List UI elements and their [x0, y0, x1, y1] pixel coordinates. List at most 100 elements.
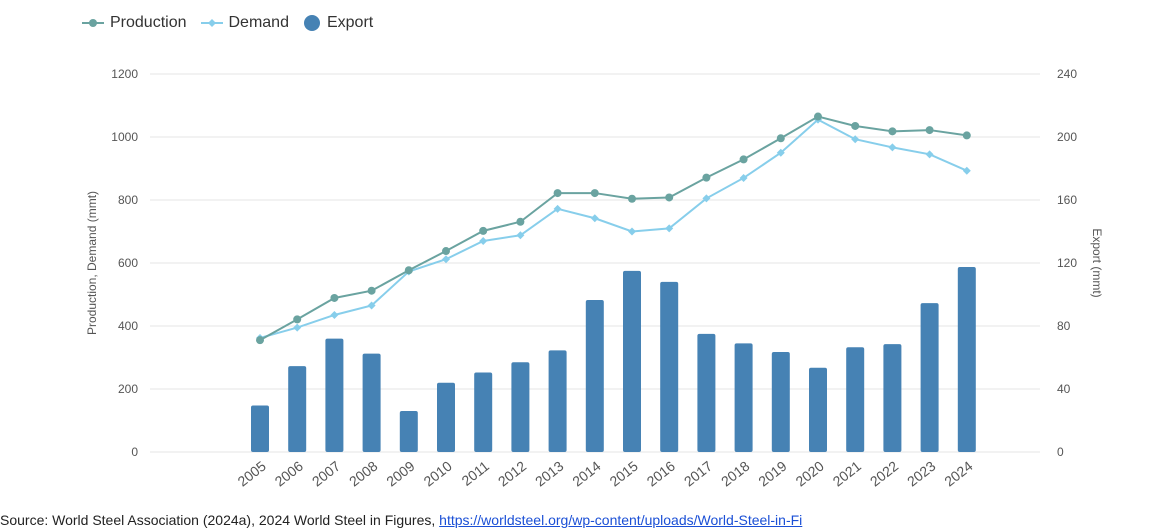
y2-tick-label: 80 — [1057, 319, 1071, 333]
y2-tick-label: 40 — [1057, 382, 1071, 396]
demand-point — [962, 166, 971, 175]
production-point — [516, 217, 525, 226]
production-point — [665, 193, 674, 202]
legend-production-marker — [82, 19, 104, 27]
demand-point — [516, 231, 525, 240]
x-tick-label: 2007 — [309, 458, 344, 490]
y-tick-label: 400 — [118, 319, 138, 333]
legend-item-export[interactable]: Export — [303, 14, 373, 32]
production-point — [888, 127, 897, 136]
export-bar — [883, 344, 902, 452]
production-point — [739, 155, 748, 164]
y-tick-label: 200 — [118, 382, 138, 396]
export-bar — [511, 362, 530, 452]
production-point — [590, 189, 599, 198]
x-tick-label: 2019 — [755, 458, 790, 490]
x-tick-label: 2021 — [830, 458, 865, 490]
export-bar — [399, 411, 418, 452]
production-point — [962, 131, 971, 140]
export-bar — [957, 266, 976, 452]
demand-point — [776, 148, 785, 157]
production-point — [479, 226, 488, 235]
production-point — [628, 194, 636, 203]
y-tick-label: 800 — [118, 193, 138, 207]
export-bar — [734, 343, 753, 452]
export-bar — [660, 281, 679, 452]
y2-tick-label: 0 — [1057, 445, 1064, 459]
y2-tick-label: 240 — [1057, 67, 1077, 81]
y2-tick-label: 120 — [1057, 256, 1077, 270]
export-bar — [771, 351, 790, 452]
production-point — [851, 121, 860, 130]
production-point — [330, 293, 339, 302]
chart-area: 0 200 400 600 800 1000 1200 0 40 80 120 160 200 240 Pr… — [85, 67, 1104, 490]
demand-point — [553, 204, 562, 213]
x-tick-label: 2012 — [495, 458, 530, 490]
x-tick-label: 2013 — [532, 458, 567, 490]
production-point — [256, 336, 264, 345]
export-bar — [251, 405, 269, 452]
production-point — [553, 189, 562, 198]
x-tick-label: 2016 — [644, 458, 679, 490]
y2-tick-label: 200 — [1057, 130, 1077, 144]
x-tick-label: 2009 — [383, 458, 418, 490]
chart-legend: Production Demand Export — [82, 12, 373, 34]
production-point — [442, 247, 450, 256]
export-bar — [623, 270, 641, 452]
demand-point — [479, 236, 488, 245]
legend-demand-label: Demand — [228, 14, 289, 31]
demand-point — [367, 301, 376, 310]
production-point — [814, 112, 822, 121]
export-bar — [437, 382, 455, 452]
export-bar — [809, 367, 827, 452]
export-bar — [474, 372, 493, 452]
production-line — [259, 115, 967, 342]
x-tick-label: 2017 — [681, 458, 716, 490]
y-tick-label: 0 — [131, 445, 138, 459]
production-point — [702, 173, 711, 182]
y-tick-label: 600 — [118, 256, 138, 270]
y-tick-label: 1000 — [111, 130, 138, 144]
demand-point — [590, 214, 599, 223]
legend-production-label: Production — [110, 14, 187, 31]
export-bar — [846, 347, 865, 452]
export-bar — [548, 350, 567, 452]
export-bar — [325, 338, 344, 452]
demand-point — [851, 135, 860, 144]
production-point — [776, 134, 785, 143]
legend-demand-marker — [200, 19, 223, 27]
production-point — [293, 315, 302, 324]
x-tick-label: 2010 — [420, 458, 455, 490]
demand-point — [665, 224, 674, 233]
legend-export-marker — [303, 15, 320, 31]
x-tick-label: 2014 — [569, 458, 604, 490]
x-tick-label: 2020 — [792, 458, 827, 490]
x-tick-label: 2005 — [234, 458, 269, 490]
production-point — [925, 126, 934, 135]
x-tick-label: 2006 — [272, 458, 307, 490]
x-tick-label: 2015 — [606, 458, 641, 490]
legend-item-production[interactable]: Production — [82, 14, 187, 32]
legend-item-demand[interactable]: Demand — [200, 14, 289, 32]
export-bar — [585, 300, 604, 452]
legend-export-label: Export — [326, 14, 374, 31]
x-tick-label: 2018 — [718, 458, 753, 490]
production-point — [367, 286, 376, 295]
y-tick-label: 1200 — [111, 67, 138, 81]
export-bar — [920, 303, 939, 452]
x-tick-label: 2024 — [941, 458, 976, 490]
source-link[interactable]: https://worldsteel.org/wp-content/upload… — [439, 512, 803, 528]
demand-point — [925, 150, 934, 159]
export-bar — [697, 333, 716, 452]
x-tick-label: 2011 — [458, 458, 492, 489]
demand-point — [330, 310, 339, 319]
demand-point — [293, 323, 302, 332]
production-point — [404, 266, 413, 275]
x-tick-label: 2022 — [867, 458, 902, 490]
demand-point — [739, 173, 748, 182]
x-tick-label: 2023 — [904, 458, 939, 490]
y-axis-title: Production, Demand (mmt) — [85, 191, 99, 335]
demand-line — [259, 118, 968, 339]
export-bar — [288, 366, 307, 452]
source-note: Source: World Steel Association (2024a),… — [0, 512, 802, 528]
